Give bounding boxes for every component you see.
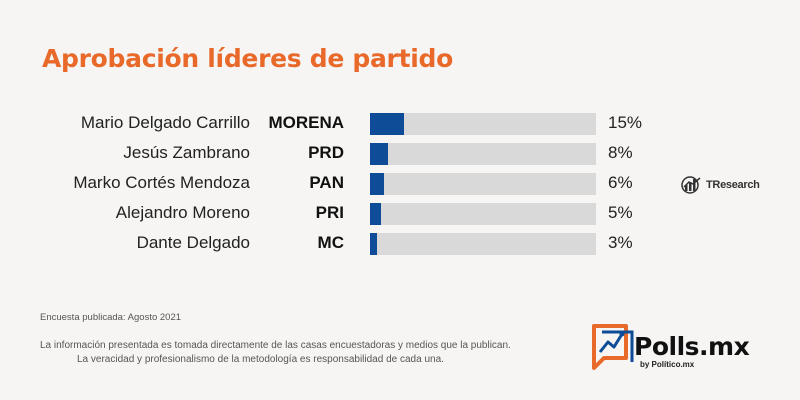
chart-row: Dante Delgado MC 3% bbox=[0, 228, 800, 258]
trend-chart-icon bbox=[681, 176, 701, 194]
publication-date: Encuesta publicada: Agosto 2021 bbox=[40, 312, 182, 323]
disclaimer-line-1: La información presentada es tomada dire… bbox=[40, 340, 511, 351]
chart-row: Marko Cortés Mendoza PAN 6% bbox=[0, 168, 800, 198]
bar bbox=[370, 173, 384, 195]
chart-row: Mario Delgado Carrillo MORENA 15% bbox=[0, 108, 800, 138]
leader-name-label: Alejandro Moreno bbox=[115, 203, 250, 222]
party-label: PRI bbox=[315, 203, 344, 222]
value-label: 6% bbox=[608, 173, 633, 192]
bar-chart: Mario Delgado Carrillo MORENA 15% Jesús Zam… bbox=[0, 108, 800, 268]
value-label: 8% bbox=[608, 143, 633, 162]
party-label: PAN bbox=[309, 173, 344, 192]
leader-name-label: Dante Delgado bbox=[136, 233, 250, 252]
value-label: 3% bbox=[608, 233, 633, 252]
leader-name-label: Marko Cortés Mendoza bbox=[73, 173, 250, 192]
bar bbox=[370, 203, 381, 225]
leader-name-label: Mario Delgado Carrillo bbox=[80, 113, 250, 132]
bar bbox=[370, 143, 388, 165]
chart-row: Alejandro Moreno PRI 5% bbox=[0, 198, 800, 228]
tresearch-logo: TResearch bbox=[681, 176, 760, 194]
chart-row: Jesús Zambrano PRD 8% bbox=[0, 138, 800, 168]
bar bbox=[370, 233, 377, 255]
chart-title: Aprobación líderes de partido bbox=[42, 44, 453, 73]
value-label: 15% bbox=[608, 113, 643, 132]
party-label: MC bbox=[317, 233, 344, 252]
bar-track bbox=[370, 233, 596, 255]
bar-track bbox=[370, 173, 596, 195]
bar-track bbox=[370, 143, 596, 165]
bar-track bbox=[370, 203, 596, 225]
brand-byline: by Político.mx bbox=[640, 360, 695, 369]
tresearch-label: TResearch bbox=[706, 179, 760, 191]
party-label: PRD bbox=[308, 143, 344, 162]
polls-chart-icon bbox=[592, 324, 634, 370]
value-label: 5% bbox=[608, 203, 633, 222]
bar-track bbox=[370, 113, 596, 135]
disclaimer-line-2: La veracidad y profesionalismo de la met… bbox=[77, 354, 444, 365]
polls-logo: Polls.mx by Político.mx bbox=[590, 318, 770, 378]
bar bbox=[370, 113, 404, 135]
brand-name: Polls.mx bbox=[634, 332, 750, 361]
leader-name-label: Jesús Zambrano bbox=[123, 143, 250, 162]
party-label: MORENA bbox=[268, 113, 344, 132]
